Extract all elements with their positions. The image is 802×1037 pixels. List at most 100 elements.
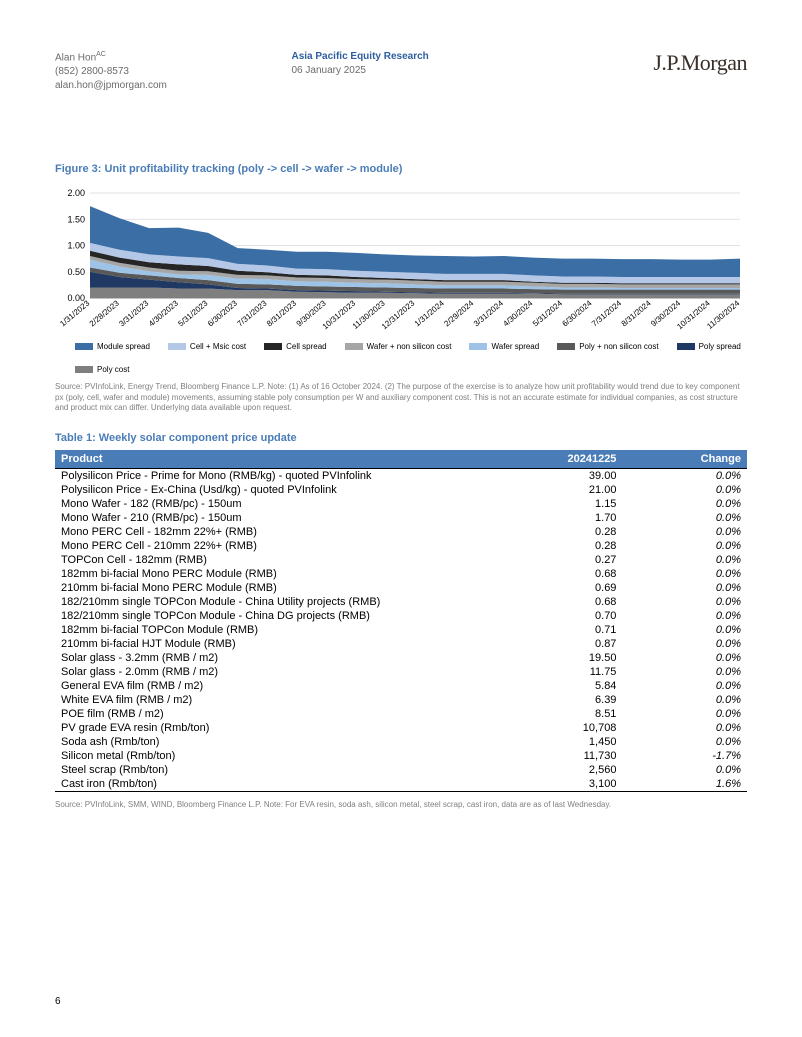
table-row: PV grade EVA resin (Rmb/ton)10,7080.0%: [55, 721, 747, 735]
cell-product: Polysilicon Price - Prime for Mono (RMB/…: [55, 468, 505, 483]
cell-value: 0.68: [505, 595, 623, 609]
analyst-sup: AC: [96, 51, 106, 58]
cell-product: 182/210mm single TOPCon Module - China D…: [55, 609, 505, 623]
cell-product: Cast iron (Rmb/ton): [55, 777, 505, 792]
svg-text:4/30/2023: 4/30/2023: [147, 299, 180, 329]
cell-change: 0.0%: [622, 693, 747, 707]
page-header: Alan HonAC (852) 2800-8573 alan.hon@jpmo…: [55, 50, 747, 93]
cell-change: 0.0%: [622, 707, 747, 721]
svg-text:2/29/2024: 2/29/2024: [442, 299, 475, 329]
svg-text:8/31/2024: 8/31/2024: [620, 299, 653, 329]
cell-product: PV grade EVA resin (Rmb/ton): [55, 721, 505, 735]
cell-change: 0.0%: [622, 511, 747, 525]
cell-product: Solar glass - 3.2mm (RMB / m2): [55, 651, 505, 665]
svg-text:3/31/2023: 3/31/2023: [117, 299, 150, 329]
table-header-row: Product 20241225 Change: [55, 450, 747, 469]
table-row: 182/210mm single TOPCon Module - China D…: [55, 609, 747, 623]
cell-value: 0.70: [505, 609, 623, 623]
cell-change: 0.0%: [622, 763, 747, 777]
legend-swatch: [557, 343, 575, 350]
cell-change: 0.0%: [622, 637, 747, 651]
cell-value: 0.28: [505, 539, 623, 553]
legend-swatch: [75, 343, 93, 350]
cell-product: 210mm bi-facial HJT Module (RMB): [55, 637, 505, 651]
table-row: Polysilicon Price - Prime for Mono (RMB/…: [55, 468, 747, 483]
cell-value: 0.28: [505, 525, 623, 539]
cell-product: POE film (RMB / m2): [55, 707, 505, 721]
table-row: Mono Wafer - 210 (RMB/pc) - 150um1.700.0…: [55, 511, 747, 525]
legend-label: Wafer spread: [491, 342, 539, 351]
svg-text:7/31/2023: 7/31/2023: [236, 299, 269, 329]
svg-text:0.50: 0.50: [67, 267, 85, 277]
cell-value: 11.75: [505, 665, 623, 679]
legend-swatch: [75, 366, 93, 373]
legend-label: Poly + non silicon cost: [579, 342, 658, 351]
figure-source: Source: PVInfoLink, Energy Trend, Bloomb…: [55, 382, 747, 413]
cell-product: Mono Wafer - 182 (RMB/pc) - 150um: [55, 497, 505, 511]
col-product: Product: [55, 450, 505, 469]
svg-text:1/31/2024: 1/31/2024: [413, 299, 446, 329]
cell-value: 8.51: [505, 707, 623, 721]
table-row: Polysilicon Price - Ex-China (Usd/kg) - …: [55, 483, 747, 497]
col-change: Change: [622, 450, 747, 469]
table-row: Silicon metal (Rmb/ton)11,730-1.7%: [55, 749, 747, 763]
department: Asia Pacific Equity Research: [291, 51, 428, 62]
svg-text:2.00: 2.00: [67, 188, 85, 198]
table-row: Mono PERC Cell - 210mm 22%+ (RMB)0.280.0…: [55, 539, 747, 553]
cell-value: 21.00: [505, 483, 623, 497]
logo: J.P.Morgan: [653, 50, 747, 76]
chart-legend: Module spread Cell + Msic cost Cell spread…: [55, 342, 747, 374]
cell-change: 0.0%: [622, 665, 747, 679]
legend-label: Cell + Msic cost: [190, 342, 246, 351]
cell-product: TOPCon Cell - 182mm (RMB): [55, 553, 505, 567]
legend-item: Cell spread: [264, 342, 326, 351]
cell-value: 6.39: [505, 693, 623, 707]
table-row: 182/210mm single TOPCon Module - China U…: [55, 595, 747, 609]
cell-value: 1,450: [505, 735, 623, 749]
cell-product: Mono Wafer - 210 (RMB/pc) - 150um: [55, 511, 505, 525]
profitability-chart: 0.000.501.001.502.001/31/20232/28/20233/…: [55, 183, 745, 338]
legend-label: Cell spread: [286, 342, 326, 351]
cell-change: 0.0%: [622, 679, 747, 693]
legend-item: Cell + Msic cost: [168, 342, 246, 351]
price-table: Product 20241225 Change Polysilicon Pric…: [55, 450, 747, 792]
cell-change: 0.0%: [622, 497, 747, 511]
cell-product: Solar glass - 2.0mm (RMB / m2): [55, 665, 505, 679]
analyst-email: alan.hon@jpmorgan.com: [55, 80, 167, 91]
cell-change: 1.6%: [622, 777, 747, 792]
cell-value: 1.15: [505, 497, 623, 511]
cell-product: Mono PERC Cell - 210mm 22%+ (RMB): [55, 539, 505, 553]
figure-title: Figure 3: Unit profitability tracking (p…: [55, 163, 747, 175]
cell-change: 0.0%: [622, 651, 747, 665]
table-row: 210mm bi-facial HJT Module (RMB)0.870.0%: [55, 637, 747, 651]
table-source: Source: PVInfoLink, SMM, WIND, Bloomberg…: [55, 800, 747, 810]
cell-product: Steel scrap (Rmb/ton): [55, 763, 505, 777]
table-row: Solar glass - 3.2mm (RMB / m2)19.500.0%: [55, 651, 747, 665]
cell-product: 210mm bi-facial Mono PERC Module (RMB): [55, 581, 505, 595]
cell-product: Soda ash (Rmb/ton): [55, 735, 505, 749]
cell-change: 0.0%: [622, 539, 747, 553]
svg-text:5/31/2023: 5/31/2023: [176, 299, 209, 329]
table-row: Cast iron (Rmb/ton)3,1001.6%: [55, 777, 747, 792]
cell-value: 0.27: [505, 553, 623, 567]
cell-value: 11,730: [505, 749, 623, 763]
svg-text:3/31/2024: 3/31/2024: [472, 299, 505, 329]
table-row: Mono Wafer - 182 (RMB/pc) - 150um1.150.0…: [55, 497, 747, 511]
legend-item: Wafer spread: [469, 342, 539, 351]
svg-text:1.50: 1.50: [67, 215, 85, 225]
report-date: 06 January 2025: [291, 65, 366, 76]
legend-label: Module spread: [97, 342, 150, 351]
table-row: General EVA film (RMB / m2)5.840.0%: [55, 679, 747, 693]
svg-text:8/31/2023: 8/31/2023: [265, 299, 298, 329]
table-row: 182mm bi-facial TOPCon Module (RMB)0.710…: [55, 623, 747, 637]
cell-change: 0.0%: [622, 595, 747, 609]
cell-product: Polysilicon Price - Ex-China (Usd/kg) - …: [55, 483, 505, 497]
svg-text:11/30/2024: 11/30/2024: [705, 299, 741, 332]
cell-change: 0.0%: [622, 609, 747, 623]
cell-product: 182mm bi-facial TOPCon Module (RMB): [55, 623, 505, 637]
legend-label: Poly spread: [699, 342, 741, 351]
cell-value: 1.70: [505, 511, 623, 525]
legend-swatch: [168, 343, 186, 350]
col-date: 20241225: [505, 450, 623, 469]
cell-product: 182mm bi-facial Mono PERC Module (RMB): [55, 567, 505, 581]
